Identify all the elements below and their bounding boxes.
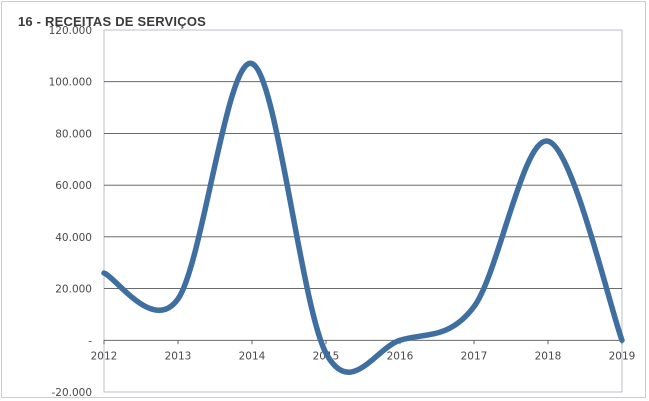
y-tick-label: 60.000 <box>55 180 92 192</box>
series-layer <box>101 60 625 375</box>
x-tick-label: 2014 <box>239 350 266 362</box>
y-tick-label: -20.000 <box>51 387 92 399</box>
y-axis: -20.000-20.00040.00060.00080.000100.0001… <box>49 25 93 399</box>
y-tick-label: 120.000 <box>49 25 92 37</box>
x-tick-label: 2017 <box>461 350 488 362</box>
x-tick-label: 2018 <box>535 350 562 362</box>
y-tick-label: 40.000 <box>55 232 92 244</box>
x-tick-label: 2013 <box>165 350 192 362</box>
chart-title: 16 - RECEITAS DE SERVIÇOS <box>18 14 207 29</box>
y-tick-label: 20.000 <box>55 284 92 296</box>
y-tick-label: - <box>88 335 92 347</box>
series-line <box>101 60 625 375</box>
x-tick-label: 2016 <box>387 350 414 362</box>
x-tick-label: 2012 <box>91 350 118 362</box>
x-tick-label: 2019 <box>609 350 636 362</box>
plot-area <box>103 29 623 393</box>
gridlines <box>104 81 622 341</box>
y-tick-label: 80.000 <box>55 128 92 140</box>
y-tick-label: 100.000 <box>49 77 92 89</box>
